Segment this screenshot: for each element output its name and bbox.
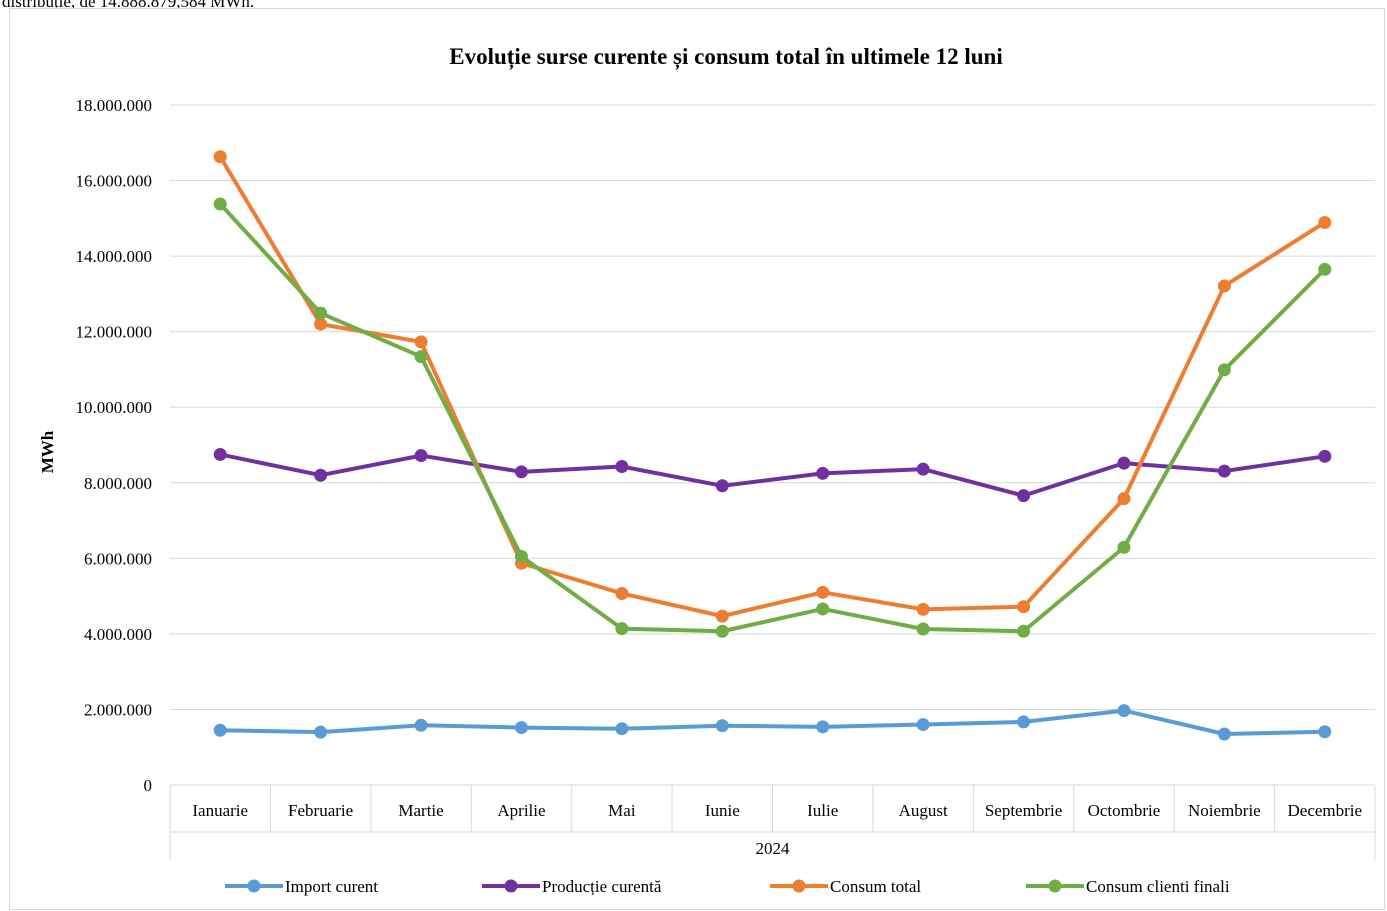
series-4 <box>213 197 1332 638</box>
series-3 <box>213 150 1332 623</box>
x-tick-label: August <box>899 801 948 820</box>
data-point <box>916 602 930 616</box>
data-point <box>1217 464 1231 478</box>
data-point <box>916 718 930 732</box>
data-point <box>314 317 328 331</box>
data-point <box>314 725 328 739</box>
series-line <box>218 452 1327 498</box>
series-line <box>218 708 1327 736</box>
y-tick-label: 12.000.000 <box>76 323 153 342</box>
legend-item: Import curent <box>225 877 378 896</box>
data-point <box>414 449 428 463</box>
data-point <box>1017 600 1031 614</box>
data-point <box>514 721 528 735</box>
x-tick-label: Septembrie <box>985 801 1062 820</box>
data-point <box>314 468 328 482</box>
legend-item: Consum total <box>770 877 921 896</box>
data-point <box>615 722 629 736</box>
y-tick-label: 18.000.000 <box>76 96 153 115</box>
data-point <box>1017 624 1031 638</box>
x-group-label: 2024 <box>756 839 791 858</box>
data-point <box>1318 725 1332 739</box>
data-point <box>1117 492 1131 506</box>
y-tick-label: 0 <box>144 776 153 795</box>
series-1 <box>213 704 1332 741</box>
data-point <box>816 585 830 599</box>
legend-swatch-marker <box>504 879 518 893</box>
x-tick-label: Iunie <box>705 801 740 820</box>
data-point <box>1117 540 1131 554</box>
data-point <box>514 465 528 479</box>
top-text-fragment: distribuție, de 14.888.879,584 MWh. <box>2 0 255 11</box>
y-axis-label: MWh <box>38 430 57 473</box>
data-point <box>1318 262 1332 276</box>
y-axis-ticks: 0 2.000.000 4.000.000 6.000.000 8.000.000 10.… <box>76 96 153 795</box>
data-point <box>1117 704 1131 718</box>
legend-label: Consum clienti finali <box>1086 877 1230 896</box>
legend-swatch-marker <box>792 879 806 893</box>
legend-label: Producție curentă <box>542 877 662 896</box>
data-point <box>1117 456 1131 470</box>
x-tick-label: Noiembrie <box>1188 801 1261 820</box>
data-point <box>1318 215 1332 229</box>
data-point <box>1318 449 1332 463</box>
y-tick-label: 8.000.000 <box>84 474 152 493</box>
y-tick-label: 2.000.000 <box>84 700 152 719</box>
data-point <box>715 609 729 623</box>
x-tick-label: Februarie <box>288 801 353 820</box>
y-tick-label: 14.000.000 <box>76 247 153 266</box>
data-point <box>414 350 428 364</box>
y-tick-label: 4.000.000 <box>84 625 152 644</box>
data-point <box>615 460 629 474</box>
data-point <box>615 586 629 600</box>
data-point <box>1217 363 1231 377</box>
legend-label: Import curent <box>285 877 378 896</box>
legend-swatch-marker <box>1048 879 1062 893</box>
data-point <box>916 622 930 636</box>
x-tick-label: Octombrie <box>1088 801 1161 820</box>
series-line <box>218 201 1327 634</box>
data-point <box>1217 279 1231 293</box>
x-tick-label: Mai <box>608 801 636 820</box>
data-point <box>615 622 629 636</box>
data-point <box>314 306 328 320</box>
x-tick-label: Decembrie <box>1288 801 1363 820</box>
data-point <box>514 549 528 563</box>
data-point <box>414 335 428 349</box>
legend-item: Producție curentă <box>482 877 662 896</box>
data-point <box>816 466 830 480</box>
series-group <box>213 150 1332 741</box>
data-point <box>213 447 227 461</box>
data-point <box>213 197 227 211</box>
data-point <box>715 624 729 638</box>
data-point <box>1017 489 1031 503</box>
data-point <box>816 720 830 734</box>
data-point <box>916 462 930 476</box>
y-tick-label: 10.000.000 <box>76 398 153 417</box>
data-point <box>1217 727 1231 741</box>
legend: Import curent Producție curentă Consum tot… <box>225 877 1230 896</box>
x-tick-label: Aprilie <box>497 801 545 820</box>
y-tick-label: 6.000.000 <box>84 549 152 568</box>
data-point <box>1017 715 1031 729</box>
y-tick-label: 16.000.000 <box>76 172 153 191</box>
legend-item: Consum clienti finali <box>1026 877 1230 896</box>
legend-label: Consum total <box>830 877 921 896</box>
x-axis: Ianuarie Februarie Martie Aprilie Mai Iunie Iu… <box>169 784 1376 860</box>
legend-swatch-marker <box>247 879 261 893</box>
x-tick-label: Ianuarie <box>192 801 248 820</box>
chart-title: Evoluție surse curente și consum total î… <box>449 44 1003 70</box>
data-point <box>816 602 830 616</box>
x-tick-label: Martie <box>398 801 443 820</box>
data-point <box>715 719 729 733</box>
x-tick-label: Iulie <box>807 801 838 820</box>
data-point <box>213 150 227 164</box>
data-point <box>414 718 428 732</box>
data-point <box>715 479 729 493</box>
series-line <box>218 154 1327 619</box>
data-point <box>213 723 227 737</box>
